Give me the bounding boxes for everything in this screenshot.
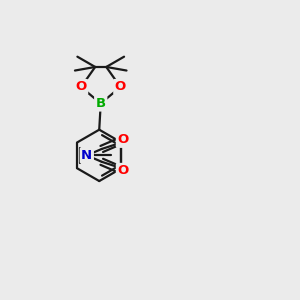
Text: O: O (75, 80, 87, 94)
Text: O: O (115, 80, 126, 94)
Text: O: O (117, 133, 129, 146)
Text: O: O (117, 164, 129, 177)
Text: B: B (96, 97, 106, 110)
Text: N: N (81, 149, 92, 162)
